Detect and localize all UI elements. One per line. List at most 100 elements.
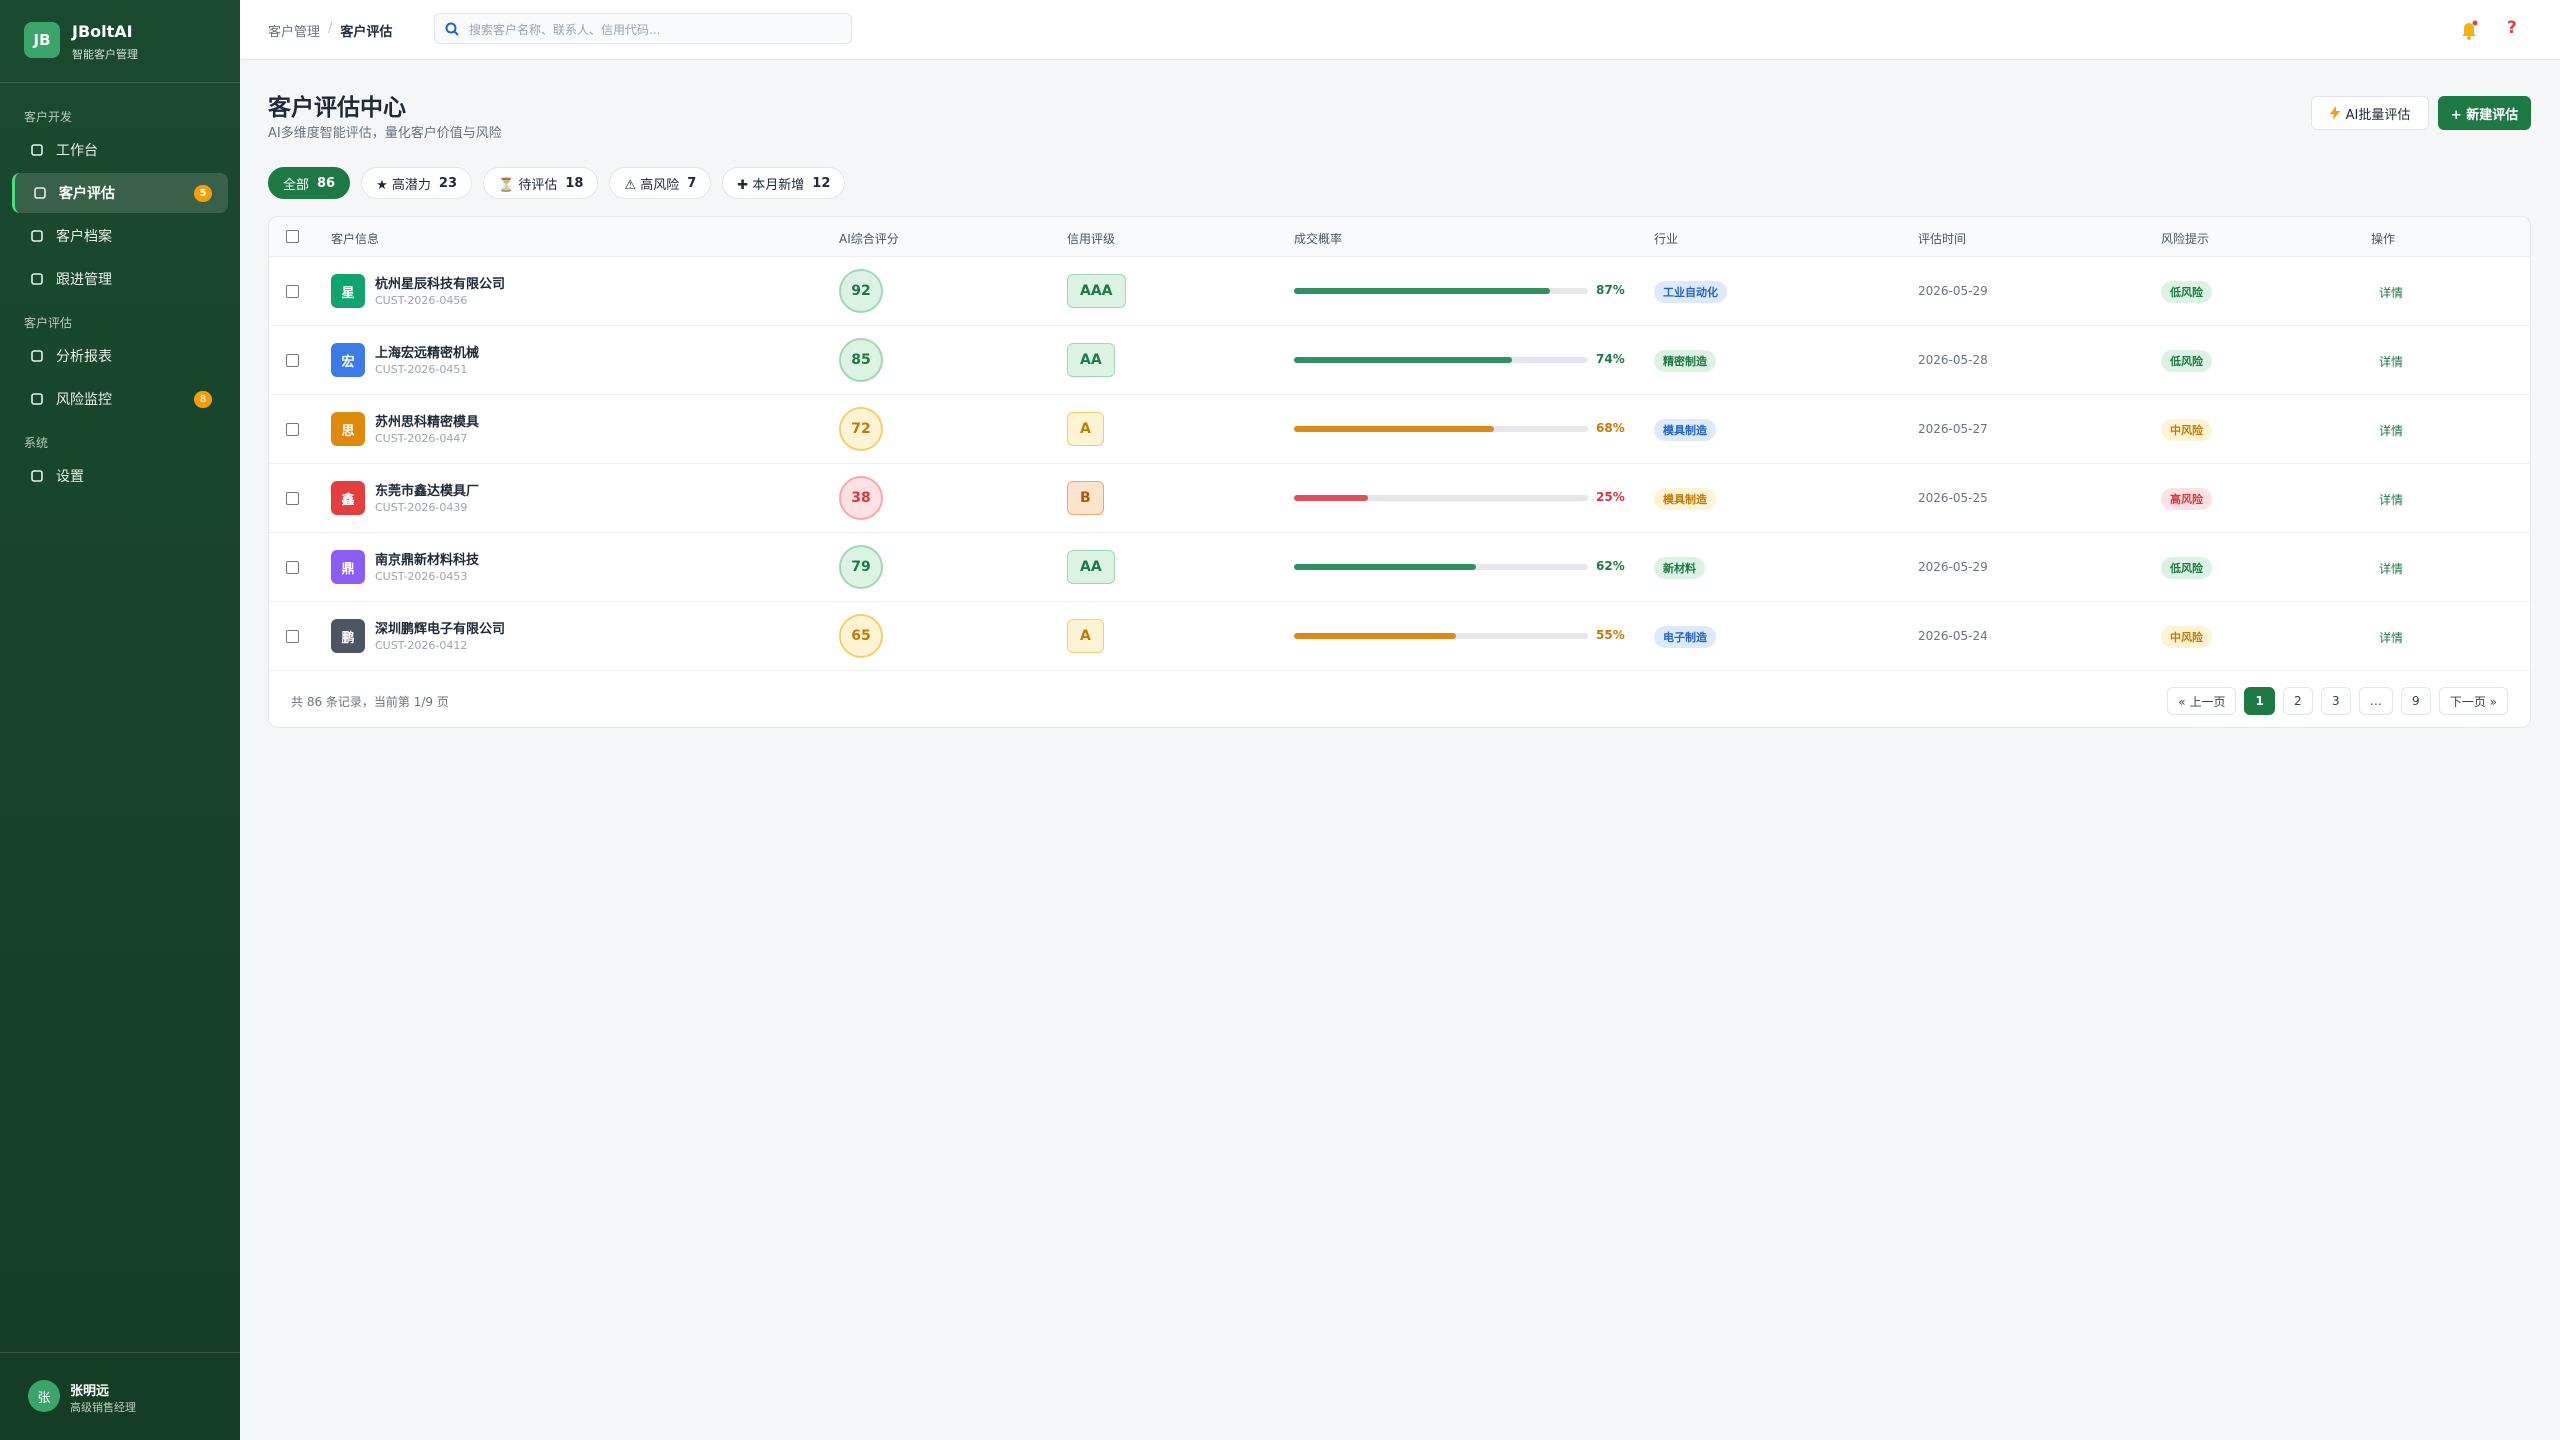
bell-icon[interactable]: [2460, 20, 2478, 40]
nav-section: 客户评估: [24, 316, 73, 330]
brand: JBoltAI: [72, 22, 133, 41]
page-button[interactable]: 下一页 »: [2438, 687, 2508, 715]
customer-name[interactable]: 南京鼎新材料科技: [375, 553, 480, 568]
breadcrumb: 客户管理 / 客户评估: [268, 21, 392, 40]
column-header: 行业: [1654, 232, 1679, 246]
detail-link[interactable]: 详情: [2379, 286, 2404, 300]
filter-label: ★ 高潜力: [376, 177, 431, 193]
nav-item[interactable]: 客户评估 5: [12, 173, 228, 213]
checkbox[interactable]: [286, 285, 299, 298]
detail-link[interactable]: 详情: [2379, 355, 2404, 369]
brand-sub: 智能客户管理: [72, 48, 138, 61]
industry-tag: 模具制造: [1654, 488, 1716, 510]
detail-link[interactable]: 详情: [2379, 631, 2404, 645]
customer-avatar: 鑫: [331, 481, 365, 515]
probability-label: 68%: [1596, 421, 1625, 435]
probability-bar: [1294, 357, 1512, 363]
probability-label: 55%: [1596, 628, 1625, 642]
probability-bar: [1294, 633, 1456, 639]
batch-button[interactable]: AI批量评估: [2311, 96, 2429, 130]
filter-chip[interactable]: 全部 86: [268, 167, 351, 199]
detail-link[interactable]: 详情: [2379, 424, 2404, 438]
customer-id: CUST-2026-0412: [375, 639, 468, 652]
bolt-icon: [2329, 106, 2340, 120]
table-row: 思苏州思科精密模具 CUST-2026-0447 72 A 68% 模具制造 2026-05…: [269, 395, 2530, 464]
column-header: 评估时间: [1918, 232, 1967, 246]
customer-id: CUST-2026-0451: [375, 363, 468, 376]
nav-icon: [31, 393, 43, 405]
checkbox[interactable]: [286, 630, 299, 643]
probability-label: 74%: [1596, 352, 1625, 366]
probability-track: [1294, 564, 1588, 570]
probability-label: 87%: [1596, 283, 1625, 297]
customer-name[interactable]: 东莞市鑫达模具厂: [375, 484, 480, 499]
filter-chip[interactable]: ✚ 本月新增 12: [722, 167, 846, 199]
checkbox[interactable]: [286, 354, 299, 367]
risk-tag: 高风险: [2161, 488, 2212, 510]
search-box[interactable]: 搜索客户名称、联系人、信用代码...: [434, 13, 852, 44]
filter-chip[interactable]: ⚠ 高风险 7: [609, 167, 712, 199]
table-row: 鹏深圳鹏辉电子有限公司 CUST-2026-0412 65 A 55% 电子制造 2026-…: [269, 602, 2530, 671]
checkbox[interactable]: [286, 423, 299, 436]
new-button[interactable]: + 新建评估: [2438, 96, 2531, 130]
crumb[interactable]: 客户管理: [268, 25, 321, 40]
customer-id: CUST-2026-0453: [375, 570, 468, 583]
page-button[interactable]: 1: [2244, 687, 2275, 715]
credit-rating: A: [1067, 619, 1104, 653]
nav-item[interactable]: 风险监控 8: [12, 379, 228, 419]
help-icon[interactable]: ?: [2507, 18, 2517, 38]
nav-item[interactable]: 设置: [12, 456, 228, 496]
ai-score: 85: [839, 338, 883, 382]
detail-link[interactable]: 详情: [2379, 562, 2404, 576]
page-button[interactable]: « 上一页: [2167, 687, 2237, 715]
industry-tag: 电子制造: [1654, 626, 1716, 648]
crumb: 客户评估: [340, 25, 393, 40]
checkbox[interactable]: [286, 230, 299, 243]
page-title: 客户评估中心: [268, 95, 406, 121]
nav-section: 客户开发: [24, 110, 73, 124]
pagination-summary: 共 86 条记录，当前第 1/9 页: [291, 695, 449, 709]
nav-label: 客户档案: [56, 229, 112, 245]
customer-avatar: 鹏: [331, 619, 365, 653]
risk-tag: 低风险: [2161, 557, 2212, 579]
filter-label: ⏳ 待评估: [498, 177, 558, 193]
filter-count: 12: [812, 175, 831, 191]
checkbox[interactable]: [286, 492, 299, 505]
nav-icon: [31, 144, 43, 156]
nav-badge: 5: [194, 185, 212, 202]
button-label: AI批量评估: [2345, 107, 2411, 123]
column-header: 信用评级: [1067, 232, 1116, 246]
eval-date: 2026-05-24: [1918, 629, 1988, 643]
page-button[interactable]: 9: [2400, 687, 2431, 715]
risk-tag: 低风险: [2161, 281, 2212, 303]
table-row: 鼎南京鼎新材料科技 CUST-2026-0453 79 AA 62% 新材料 2026-05…: [269, 533, 2530, 602]
nav-item[interactable]: 跟进管理: [12, 259, 228, 299]
page-button[interactable]: 2: [2282, 687, 2313, 715]
detail-link[interactable]: 详情: [2379, 493, 2404, 507]
credit-rating: AAA: [1067, 274, 1126, 308]
page-button[interactable]: …: [2358, 687, 2393, 715]
customer-name[interactable]: 苏州思科精密模具: [375, 415, 480, 430]
nav-item[interactable]: 分析报表: [12, 336, 228, 376]
user-avatar[interactable]: 张: [28, 1380, 60, 1412]
nav-icon: [31, 273, 43, 285]
checkbox[interactable]: [286, 561, 299, 574]
page-button[interactable]: 3: [2320, 687, 2351, 715]
customer-id: CUST-2026-0439: [375, 501, 468, 514]
nav-label: 客户评估: [59, 186, 115, 202]
customer-name[interactable]: 深圳鹏辉电子有限公司: [375, 622, 506, 637]
eval-date: 2026-05-27: [1918, 422, 1988, 436]
nav-item[interactable]: 工作台: [12, 130, 228, 170]
customer-avatar: 鼎: [331, 550, 365, 584]
customer-name[interactable]: 杭州星辰科技有限公司: [375, 277, 506, 292]
column-header: 成交概率: [1294, 232, 1343, 246]
eval-date: 2026-05-25: [1918, 491, 1988, 505]
eval-date: 2026-05-29: [1918, 560, 1988, 574]
filter-chip[interactable]: ★ 高潜力 23: [361, 167, 472, 199]
customer-name[interactable]: 上海宏远精密机械: [375, 346, 480, 361]
probability-track: [1294, 633, 1588, 639]
nav-item[interactable]: 客户档案: [12, 216, 228, 256]
table-header: 客户信息 AI综合评分 信用评级 成交概率 行业 评估时间 风险提示 操作: [269, 217, 2530, 257]
filter-chip[interactable]: ⏳ 待评估 18: [483, 167, 599, 199]
